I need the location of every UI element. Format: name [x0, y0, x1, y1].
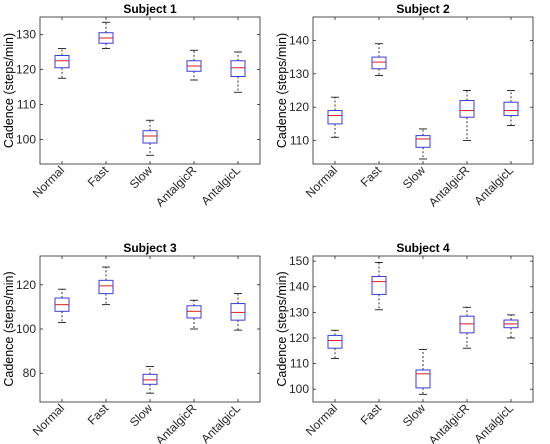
box-antalgicl: AntalgicL	[198, 17, 246, 208]
x-tick-label: Fast	[85, 163, 112, 190]
box-slow: Slow	[127, 256, 158, 430]
iqr-box	[142, 130, 158, 144]
iqr-box	[98, 279, 114, 295]
iqr-box	[142, 373, 158, 385]
y-axis-label: Cadence (steps/min)	[2, 271, 16, 386]
y-tick-label: 100	[16, 133, 36, 147]
y-tick-label: 100	[289, 382, 309, 396]
axes-frame	[39, 16, 261, 165]
iqr-box	[503, 101, 519, 117]
iqr-box	[371, 56, 387, 70]
y-tick-label: 140	[289, 33, 309, 47]
y-tick-label: 100	[16, 322, 36, 336]
iqr-box	[459, 315, 475, 334]
x-tick-label: AntalgicR	[426, 401, 472, 444]
iqr-box	[415, 369, 431, 389]
panel-title: Subject 1	[123, 2, 177, 16]
y-tick-label: 110	[290, 357, 309, 371]
x-tick-label: Fast	[85, 401, 112, 428]
panel-title: Subject 2	[396, 2, 450, 16]
panel-title: Subject 3	[123, 241, 177, 255]
y-tick-label: 80	[23, 366, 37, 380]
box-antalgicr: AntalgicR	[153, 256, 202, 444]
iqr-box	[230, 60, 246, 77]
iqr-box	[186, 305, 202, 319]
x-tick-label: Slow	[127, 163, 156, 192]
y-tick-label: 120	[16, 63, 36, 77]
y-tick-label: 120	[289, 100, 309, 114]
y-axis-label: Cadence (steps/min)	[275, 33, 289, 148]
x-tick-label: Slow	[127, 401, 156, 430]
axes-frame	[312, 16, 534, 165]
y-tick-label: 120	[16, 278, 36, 292]
x-tick-label: Fast	[358, 401, 385, 428]
panel-1: 100 110 120 130 Subject 1 Cadence (steps/min)…	[2, 2, 261, 209]
box-slow: Slow	[400, 256, 431, 430]
panel-4: 100 110 120 130 140 150 Subject 4 Cadence (step…	[275, 241, 534, 444]
y-tick-label: 120	[289, 331, 309, 345]
y-axis-label: Cadence (steps/min)	[2, 33, 16, 148]
x-tick-label: Normal	[303, 401, 340, 438]
panel-3: 80 100 120 Subject 3 Cadence (steps/min) Norm…	[2, 241, 261, 444]
y-tick-label: 130	[289, 305, 309, 319]
x-tick-label: Normal	[303, 163, 340, 200]
x-tick-label: Slow	[400, 163, 429, 192]
y-tick-label: 150	[289, 254, 309, 268]
y-tick-label: 130	[16, 28, 36, 42]
iqr-box	[415, 135, 431, 148]
iqr-box	[230, 303, 246, 321]
panel-2: 110 120 130 140 Subject 2 Cadence (steps/min)…	[275, 2, 534, 209]
x-tick-label: AntalgicL	[471, 163, 516, 208]
y-tick-label: 110	[290, 134, 309, 148]
y-tick-label: 140	[289, 280, 309, 294]
box-antalgicl: AntalgicL	[198, 256, 246, 444]
box-slow: Slow	[127, 17, 158, 192]
y-tick-label: 130	[289, 67, 309, 81]
iqr-box	[54, 55, 70, 69]
x-tick-label: AntalgicL	[471, 401, 516, 444]
x-tick-label: Fast	[358, 163, 385, 190]
box-antalgicr: AntalgicR	[426, 256, 475, 444]
box-antalgicr: AntalgicR	[426, 17, 475, 209]
panel-title: Subject 4	[396, 241, 450, 255]
x-tick-label: AntalgicL	[198, 163, 243, 208]
x-tick-label: Normal	[30, 401, 67, 438]
box-slow: Slow	[400, 17, 431, 192]
x-tick-label: AntalgicR	[426, 163, 472, 209]
x-tick-label: Slow	[400, 401, 429, 430]
box-antalgicl: AntalgicL	[471, 256, 519, 444]
axes-frame	[312, 255, 534, 403]
x-tick-label: AntalgicR	[153, 401, 199, 444]
iqr-box	[459, 100, 475, 118]
iqr-box	[371, 275, 387, 295]
y-tick-label: 110	[17, 98, 36, 112]
x-tick-label: AntalgicR	[153, 163, 199, 209]
box-antalgicl: AntalgicL	[471, 17, 519, 208]
x-tick-label: Normal	[30, 163, 67, 200]
box-antalgicr: AntalgicR	[153, 17, 202, 209]
iqr-box	[327, 334, 343, 349]
iqr-box	[327, 110, 343, 125]
x-tick-label: AntalgicL	[198, 401, 243, 444]
y-axis-label: Cadence (steps/min)	[275, 271, 289, 386]
